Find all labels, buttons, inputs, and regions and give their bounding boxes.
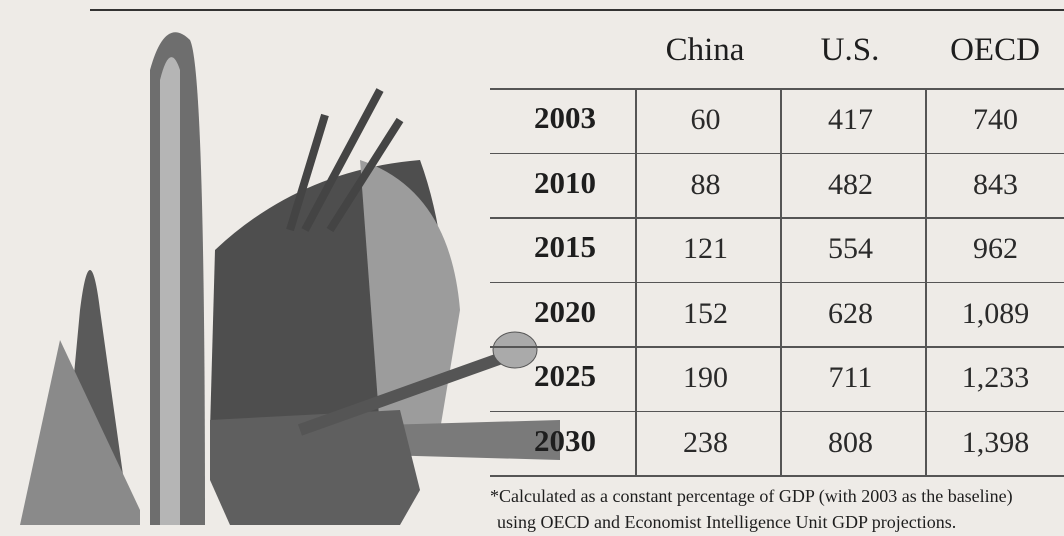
row-label: 2025 [534,358,596,393]
row-label: 2020 [534,293,596,329]
table-cell: 1,233 [961,361,1030,394]
rocket-highlight [160,57,180,526]
top-rule [90,9,1064,11]
gun [326,117,404,233]
table-cell: 808 [828,425,873,459]
jet-wing [20,340,140,525]
column-header: OECD [950,32,1040,68]
muzzle [492,331,538,369]
row-rule [490,475,1064,477]
table-cell: 711 [828,361,873,394]
table-cell: 152 [683,296,728,330]
ship-hull [360,160,460,430]
table-cell: 417 [828,103,873,136]
submarine [380,420,560,460]
tank-barrel [297,349,513,436]
table-cell: 554 [828,232,873,265]
column-rule [780,88,782,476]
table-cell: 740 [973,103,1018,136]
row-rule [490,217,1064,219]
footnote: *Calculated as a constant percentage of … [490,486,1013,506]
table-cell: 1,398 [961,425,1030,459]
table-cell: 121 [683,232,728,265]
row-label: 2003 [534,100,596,135]
row-rule [490,152,1064,154]
column-header: U.S. [820,32,880,68]
row-label: 2015 [534,229,596,264]
row-rule [490,346,1064,348]
column-rule [635,88,637,476]
row-rule [490,88,1064,90]
table-cell: 843 [973,167,1018,201]
table-cell: 88 [690,167,721,201]
row-label: 2030 [534,422,596,458]
gun [301,88,384,232]
table-cell: 190 [683,361,728,394]
gun [286,113,329,232]
table-cell: 482 [828,167,873,201]
table-cell: 628 [828,296,873,330]
table-cell: 60 [690,103,721,136]
row-label: 2010 [534,164,596,200]
row-rule [490,410,1064,412]
column-header: China [665,32,745,68]
column-rule [925,88,927,476]
footnote: using OECD and Economist Intelligence Un… [497,512,957,532]
table-cell: 1,089 [961,296,1030,330]
illustration [20,32,560,526]
tank [210,410,420,525]
table-cell: 238 [683,425,728,459]
table-cell: 962 [973,232,1018,265]
row-rule [490,281,1064,283]
